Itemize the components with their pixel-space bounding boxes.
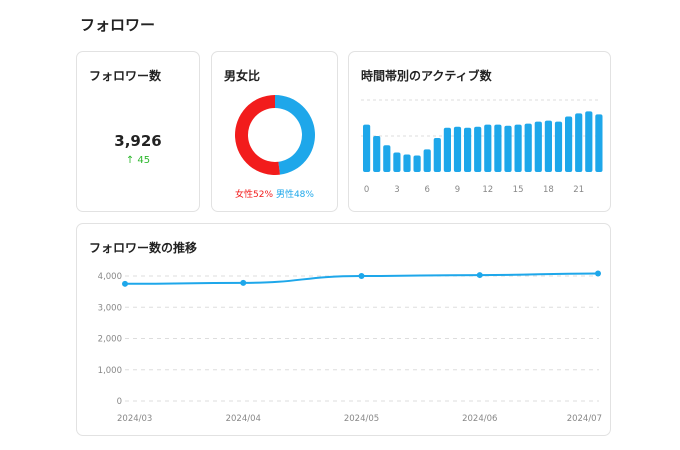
hour-bar-14 <box>504 125 512 172</box>
donut-slice-female <box>234 95 281 175</box>
trend-y-tick-label: 4,000 <box>98 272 122 282</box>
hour-bar-3 <box>393 152 401 172</box>
trend-y-tick-label: 0 <box>117 397 122 407</box>
followers-trend-line-chart: 0 1,000 2,000 3,000 4,000 2024/03 2024/04 2024/… <box>98 270 602 424</box>
hour-tick-label: 15 <box>513 185 524 195</box>
trend-point-2024/03 <box>122 280 128 287</box>
gender-ratio-title: 男女比 <box>224 69 261 83</box>
followers-trend-card: フォロワー数の推移 0 1,000 2,000 3,000 4,000 2024/03 20… <box>76 223 611 436</box>
hour-tick-label: 9 <box>455 185 460 195</box>
hour-bar-13 <box>494 124 502 172</box>
hour-bar-12 <box>484 124 492 172</box>
trend-point-2024/07 <box>595 270 601 277</box>
trend-x-tick-label: 2024/07 <box>567 414 602 424</box>
hour-tick-label: 0 <box>364 185 369 195</box>
hour-bar-7 <box>433 138 441 172</box>
trend-x-tick-label: 2024/03 <box>117 414 152 424</box>
followers-count-title: フォロワー数 <box>89 69 162 83</box>
gender-legend: 女性52% 男性48% <box>212 187 337 200</box>
hour-bar-4 <box>403 154 411 172</box>
hour-bar-10 <box>464 127 472 172</box>
hour-tick-label: 21 <box>573 185 584 195</box>
followers-count-card: フォロワー数 3,926 ↑ 45 <box>76 51 200 212</box>
trend-x-tick-label: 2024/05 <box>344 414 379 424</box>
hour-bar-20 <box>565 116 573 172</box>
followers-count-value: 3,926 <box>114 132 162 150</box>
trend-point-2024/04 <box>240 279 247 286</box>
trend-point-2024/06 <box>476 272 483 279</box>
trend-y-tick-label: 3,000 <box>98 303 122 313</box>
trend-x-tick-label: 2024/06 <box>462 414 497 424</box>
hour-bar-1 <box>373 136 381 172</box>
female-ratio-label: 女性52% <box>235 190 274 200</box>
trend-y-tick-label: 2,000 <box>98 335 122 345</box>
page-title: フォロワー <box>80 16 156 34</box>
hourly-activity-card: 時間帯別のアクティブ数 0 3 6 9 12 15 18 21 <box>348 51 611 212</box>
followers-change: ↑ 45 <box>125 155 151 166</box>
hour-tick-label: 12 <box>482 185 493 195</box>
hour-bar-11 <box>474 126 482 172</box>
hour-bar-9 <box>453 126 462 172</box>
hour-tick-label: 3 <box>394 185 399 195</box>
trend-point-2024/05 <box>358 273 365 279</box>
male-ratio-label: 男性48% <box>275 190 314 200</box>
followers-trend-title: フォロワー数の推移 <box>89 241 198 255</box>
gender-donut-chart <box>234 95 315 175</box>
hour-tick-label: 18 <box>543 185 554 195</box>
hour-tick-label: 6 <box>424 185 429 195</box>
hour-bar-21 <box>575 113 583 172</box>
hour-bar-19 <box>554 121 563 172</box>
hourly-activity-bar-chart: 0 3 6 9 12 15 18 21 <box>361 99 603 195</box>
hour-bar-0 <box>363 124 371 172</box>
gender-ratio-card: 男女比 女性52% 男性48% <box>211 51 338 212</box>
hour-bar-2 <box>383 145 391 172</box>
trend-x-tick-label: 2024/04 <box>226 414 261 424</box>
hour-bar-23 <box>595 114 603 172</box>
hour-bar-8 <box>443 127 451 172</box>
hour-bar-22 <box>585 111 593 172</box>
trend-y-tick-label: 1,000 <box>98 366 122 376</box>
hour-bar-18 <box>544 120 552 172</box>
hour-bar-6 <box>423 149 431 172</box>
donut-slice-male <box>275 95 315 175</box>
hourly-activity-title: 時間帯別のアクティブ数 <box>361 69 492 83</box>
hour-bar-16 <box>524 123 532 172</box>
hour-bar-15 <box>514 124 522 172</box>
hour-bar-5 <box>413 155 421 172</box>
hour-bar-17 <box>534 121 542 172</box>
